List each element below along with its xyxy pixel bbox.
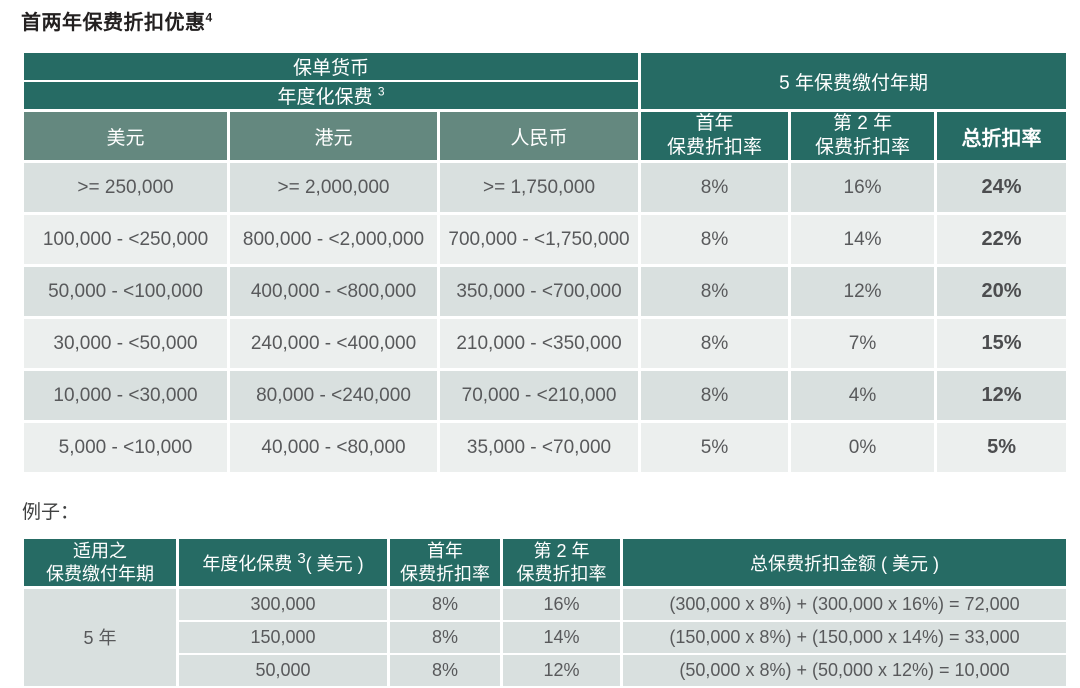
table-row: 5,000 - <10,000 40,000 - <80,000 35,000 …	[21, 420, 1070, 475]
table-row: 100,000 - <250,000 800,000 - <2,000,000 …	[21, 212, 1070, 267]
annualized-premium-header: 年度化保费 3	[20, 80, 642, 112]
payment-term-header: 5 年保费缴付年期	[638, 50, 1070, 112]
column-header-usd: 美元	[21, 109, 230, 163]
hkd-range-cell: 800,000 - <2,000,000	[227, 212, 440, 267]
premium-footnote-marker: 3	[297, 549, 306, 567]
total-rate-cell: 20%	[934, 264, 1070, 319]
second-year-rate-cell: 16%	[788, 160, 938, 215]
rmb-range-cell: 35,000 - <70,000	[436, 420, 642, 475]
premium-label: 年度化保费	[202, 553, 293, 574]
table-row: 5 年 300,000 8% 16% (300,000 x 8%) + (300…	[21, 586, 1069, 688]
second-year-rate-cell: 7%	[788, 316, 938, 371]
first-year-rate-cell: 8%	[638, 160, 792, 215]
discount-table: 保单货币 5 年保费缴付年期 年度化保费 3 美元 港元 人民币 首年 保费折扣率…	[20, 50, 1070, 475]
usd-range-cell: 5,000 - <10,000	[21, 420, 230, 475]
rmb-range-cell: 70,000 - <210,000	[436, 368, 642, 423]
premium-cell: 300,000	[176, 586, 390, 622]
table-row: 150,000 8% 14% (150,000 x 8%) + (150,000…	[23, 619, 1069, 655]
rmb-range-cell: 350,000 - <700,000	[436, 264, 642, 319]
header-row-annualized-premium: 年度化保费 3	[20, 80, 1068, 112]
formula-cell: (300,000 x 8%) + (300,000 x 16%) = 72,00…	[620, 586, 1069, 622]
table-row: 50,000 8% 12% (50,000 x 8%) + (50,000 x …	[23, 652, 1069, 688]
usd-range-cell: 30,000 - <50,000	[21, 316, 230, 371]
page-title: 首两年保费折扣优惠4	[21, 6, 1066, 35]
column-header-first-year-discount: 首年 保费折扣率	[387, 536, 503, 589]
column-header-second-year-discount: 第 2 年保费折扣率	[788, 109, 938, 163]
premium-suffix: ( 美元 )	[305, 553, 364, 574]
hkd-range-cell: >= 2,000,000	[227, 160, 440, 215]
page-title-text: 首两年保费折扣优惠	[21, 12, 206, 34]
total-rate-cell: 12%	[934, 368, 1070, 423]
column-header-annualized-premium-usd: 年度化保费 3( 美元 )	[176, 536, 390, 589]
term-line2: 保费缴付年期	[46, 563, 154, 584]
first-year-line1: 首年	[695, 113, 734, 135]
first-year-rate-cell: 8%	[387, 652, 503, 688]
premium-footnote-marker: 3	[377, 84, 385, 99]
first-year-line1: 首年	[427, 540, 463, 561]
document-page: 首两年保费折扣优惠4 保单货币 5 年保费缴付年期 年度化保费 3 美元 港元 …	[20, 6, 1070, 688]
table-row: 30,000 - <50,000 240,000 - <400,000 210,…	[21, 316, 1070, 371]
hkd-range-cell: 400,000 - <800,000	[227, 264, 440, 319]
second-year-rate-cell: 12%	[500, 652, 623, 688]
table-row: 50,000 - <100,000 400,000 - <800,000 350…	[21, 264, 1070, 319]
premium-cell: 150,000	[176, 619, 390, 655]
hkd-range-cell: 40,000 - <80,000	[227, 420, 440, 475]
total-rate-cell: 22%	[934, 212, 1070, 267]
second-year-rate-cell: 0%	[788, 420, 938, 475]
first-year-rate-cell: 8%	[387, 586, 503, 622]
total-rate-cell: 5%	[934, 420, 1070, 475]
column-header-rmb: 人民币	[436, 109, 642, 163]
total-rate-cell: 15%	[934, 316, 1070, 371]
rmb-range-cell: >= 1,750,000	[436, 160, 642, 215]
first-year-rate-cell: 8%	[638, 368, 792, 423]
table-row: 10,000 - <30,000 80,000 - <240,000 70,00…	[21, 368, 1070, 423]
policy-currency-header: 保单货币	[20, 50, 642, 82]
second-year-rate-cell: 12%	[788, 264, 938, 319]
usd-range-cell: 100,000 - <250,000	[21, 212, 230, 267]
usd-range-cell: 10,000 - <30,000	[21, 368, 230, 423]
column-header-first-year-discount: 首年 保费折扣率	[638, 109, 792, 163]
column-header-second-year-discount: 第 2 年保费折扣率	[500, 536, 623, 589]
annualized-premium-label: 年度化保费	[277, 87, 373, 108]
second-year-rate-cell: 16%	[500, 586, 623, 622]
total-rate-cell: 24%	[934, 160, 1070, 215]
column-header-payment-term: 适用之 保费缴付年期	[21, 536, 179, 589]
payment-term-value-cell: 5 年	[21, 586, 179, 688]
header-row-columns: 美元 港元 人民币 首年 保费折扣率 第 2 年保费折扣率 总折扣率	[21, 109, 1070, 163]
column-header-total-discount: 总折扣率	[934, 109, 1070, 163]
second-year-rate-cell: 14%	[788, 212, 938, 267]
table-row: >= 250,000 >= 2,000,000 >= 1,750,000 8% …	[21, 160, 1070, 215]
column-header-hkd: 港元	[227, 109, 440, 163]
second-year-line2: 保费折扣率	[815, 137, 911, 158]
column-header-total-discount-amount: 总保费折扣金额 ( 美元 )	[620, 536, 1069, 589]
example-header-row: 适用之 保费缴付年期 年度化保费 3( 美元 ) 首年 保费折扣率 第 2 年保费折…	[21, 536, 1069, 589]
example-label: 例子：	[22, 502, 80, 523]
usd-range-cell: >= 250,000	[21, 160, 230, 215]
first-year-rate-cell: 8%	[638, 212, 792, 267]
first-year-rate-cell: 8%	[638, 264, 792, 319]
header-row-policy-currency: 保单货币 5 年保费缴付年期	[20, 50, 1070, 112]
rmb-range-cell: 700,000 - <1,750,000	[436, 212, 642, 267]
usd-range-cell: 50,000 - <100,000	[21, 264, 230, 319]
first-year-rate-cell: 8%	[387, 619, 503, 655]
first-year-line2: 保费折扣率	[667, 137, 763, 158]
hkd-range-cell: 240,000 - <400,000	[227, 316, 440, 371]
second-year-line2: 保费折扣率	[516, 563, 607, 584]
example-table: 适用之 保费缴付年期 年度化保费 3( 美元 ) 首年 保费折扣率 第 2 年保费折…	[21, 536, 1069, 688]
first-year-rate-cell: 5%	[638, 420, 792, 475]
second-year-line1: 第 2 年	[533, 540, 590, 561]
rmb-range-cell: 210,000 - <350,000	[436, 316, 642, 371]
formula-cell: (150,000 x 8%) + (150,000 x 14%) = 33,00…	[620, 619, 1069, 655]
second-year-rate-cell: 4%	[788, 368, 938, 423]
second-year-line1: 第 2 年	[832, 113, 893, 135]
first-year-rate-cell: 8%	[638, 316, 792, 371]
title-footnote-marker: 4	[205, 10, 213, 25]
first-year-line2: 保费折扣率	[400, 563, 490, 584]
formula-cell: (50,000 x 8%) + (50,000 x 12%) = 10,000	[620, 652, 1069, 688]
term-line1: 适用之	[73, 540, 127, 561]
second-year-rate-cell: 14%	[500, 619, 623, 655]
premium-cell: 50,000	[176, 652, 390, 688]
hkd-range-cell: 80,000 - <240,000	[227, 368, 440, 423]
